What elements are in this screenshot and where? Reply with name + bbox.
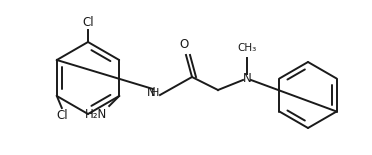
Text: O: O bbox=[179, 38, 189, 51]
Text: H: H bbox=[151, 88, 159, 98]
Text: N: N bbox=[243, 71, 251, 84]
Text: N: N bbox=[147, 86, 155, 100]
Text: CH₃: CH₃ bbox=[237, 43, 257, 53]
Text: Cl: Cl bbox=[82, 16, 94, 29]
Text: H₂N: H₂N bbox=[85, 108, 107, 121]
Text: Cl: Cl bbox=[56, 109, 68, 122]
